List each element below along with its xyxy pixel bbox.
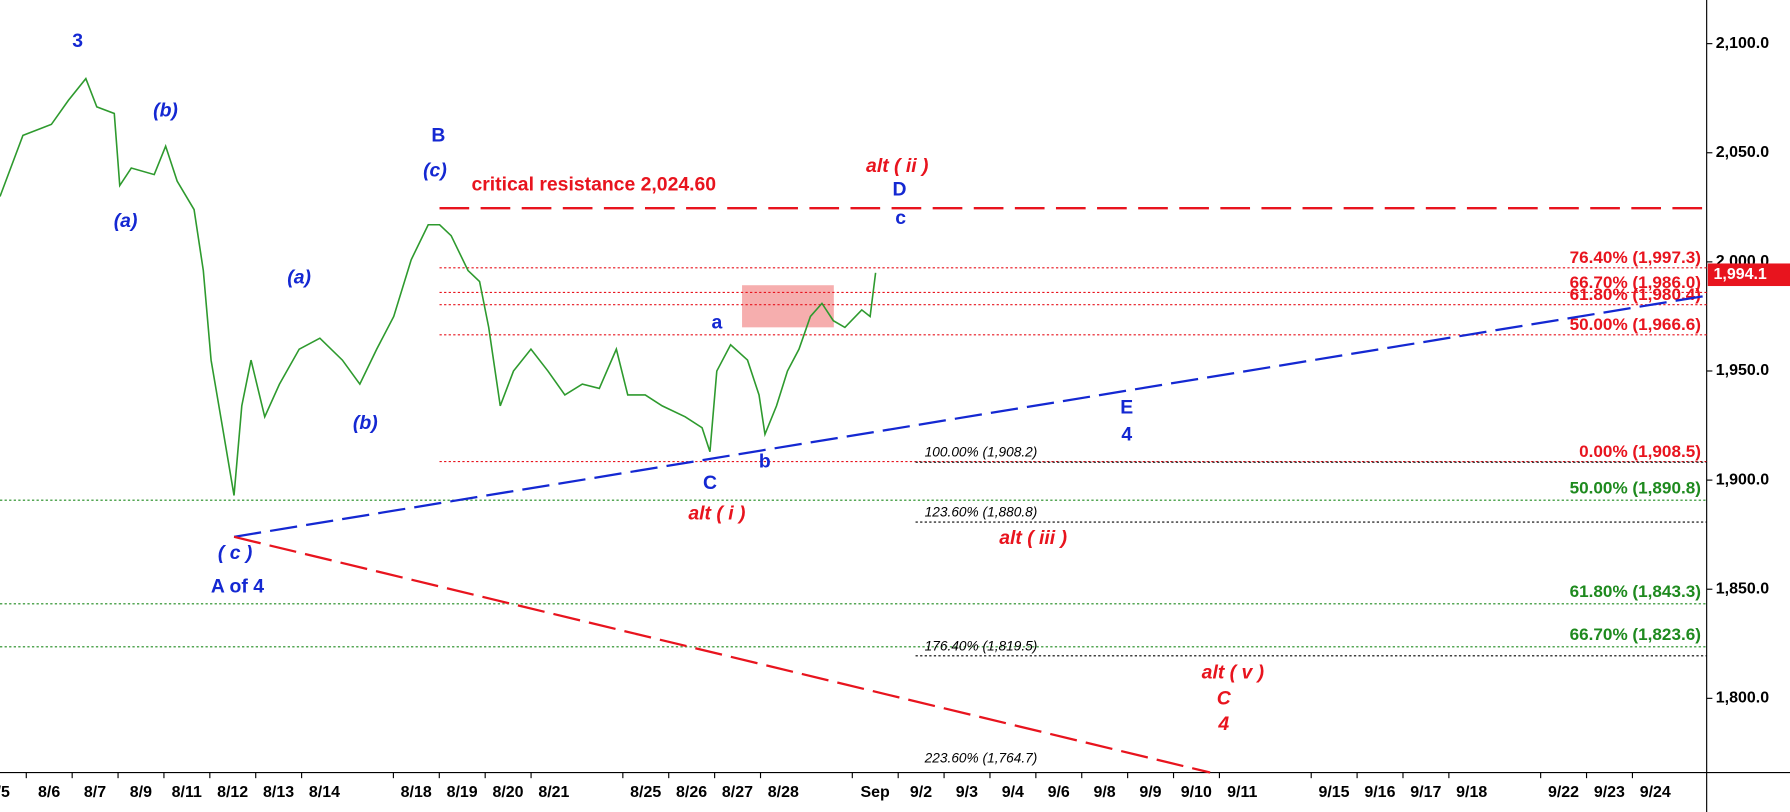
wave-label: A of 4 <box>211 577 264 598</box>
x-tick-label: 9/16 <box>1364 784 1395 801</box>
x-tick-label: 9/2 <box>910 784 932 801</box>
x-tick-label: 8/27 <box>722 784 753 801</box>
x-tick-label: 8/9 <box>130 784 152 801</box>
x-tick-label: 8/25 <box>630 784 661 801</box>
x-tick-label: 8/28 <box>768 784 799 801</box>
y-tick-label: 1,850.0 <box>1716 580 1769 597</box>
wave-label: (a) <box>287 268 311 289</box>
x-tick-label: 8/14 <box>309 784 340 801</box>
y-tick-label: 2,100.0 <box>1716 35 1769 52</box>
fib-label: 66.70% (1,986.0) <box>1570 273 1701 292</box>
last-price-tag <box>1707 263 1790 287</box>
wave-label: 3 <box>72 31 83 52</box>
fib-label: 61.80% (1,980.4) <box>1570 285 1701 304</box>
wave-label: a <box>712 313 723 334</box>
x-tick-label: Sep <box>860 784 890 801</box>
fib-label: 66.70% (1,823.6) <box>1570 625 1701 644</box>
wave-label: alt ( iii ) <box>999 528 1067 549</box>
wave-labels: 3 (b) (a) (a) (b) B (c) alt ( ii ) D c a… <box>72 31 1264 735</box>
wave-label: (c) <box>423 161 447 182</box>
x-tick-label: 9/24 <box>1640 784 1671 801</box>
wave-label: E <box>1120 397 1133 418</box>
x-tick-label: 8/13 <box>263 784 294 801</box>
y-tick-label: 1,950.0 <box>1716 362 1769 379</box>
wave-label: b <box>759 452 771 473</box>
x-tick-label: 8/26 <box>676 784 707 801</box>
x-tick-label: 8/7 <box>84 784 106 801</box>
fib-label: 50.00% (1,890.8) <box>1570 478 1701 497</box>
last-price-label: 1,994.1 <box>1714 266 1767 283</box>
wave-label: 4 <box>1217 714 1229 735</box>
wave-label: alt ( i ) <box>688 503 745 524</box>
fib-label: 100.00% (1,908.2) <box>925 445 1038 460</box>
trendline <box>233 535 1211 774</box>
x-tick-label: 9/8 <box>1093 784 1115 801</box>
x-tick-label: 8/18 <box>401 784 432 801</box>
y-tick-label: 1,800.0 <box>1716 690 1769 707</box>
trendline <box>233 294 1707 538</box>
x-tick-label: 9/22 <box>1548 784 1579 801</box>
x-tick-label: 9/11 <box>1227 784 1257 801</box>
x-tick-label: 8/12 <box>217 784 248 801</box>
x-tick-label: 9/9 <box>1139 784 1161 801</box>
y-tick-label: 2,050.0 <box>1716 144 1769 161</box>
x-tick-label: 8/6 <box>38 784 60 801</box>
fib-label: 76.40% (1,997.3) <box>1570 248 1701 267</box>
wave-label: C <box>1217 688 1232 709</box>
fib-label: 50.00% (1,966.6) <box>1570 315 1701 334</box>
x-tick-label: 8/19 <box>447 784 478 801</box>
y-tick-label: 1,900.0 <box>1716 471 1769 488</box>
wave-label: ( c ) <box>218 543 252 564</box>
wave-label: (b) <box>353 413 378 434</box>
wave-label: alt ( v ) <box>1202 662 1264 683</box>
x-tick-label: 9/3 <box>956 784 978 801</box>
x-tick-label: 9/6 <box>1048 784 1070 801</box>
x-tick-label: /5 <box>0 784 10 801</box>
x-tick-label: 9/17 <box>1410 784 1441 801</box>
wave-label: c <box>895 208 906 229</box>
x-tick-label: 9/23 <box>1594 784 1625 801</box>
fib-label: 123.60% (1,880.8) <box>925 505 1038 520</box>
x-tick-label: 9/10 <box>1181 784 1212 801</box>
wave-label: (b) <box>153 101 178 122</box>
x-tick-label: 9/15 <box>1318 784 1349 801</box>
fib-label: 223.60% (1,764.7) <box>924 751 1038 766</box>
fib-label: 176.40% (1,819.5) <box>925 638 1038 653</box>
x-tick-label: 8/11 <box>172 784 202 801</box>
fib-label: 61.80% (1,843.3) <box>1570 582 1701 601</box>
wave-label: alt ( ii ) <box>866 156 928 177</box>
x-tick-label: 8/20 <box>492 784 523 801</box>
wave-label: (a) <box>114 211 138 232</box>
x-tick-label: 9/18 <box>1456 784 1487 801</box>
wave-label: B <box>431 126 445 147</box>
x-tick-label: 9/4 <box>1002 784 1024 801</box>
resistance-label: critical resistance 2,024.60 <box>471 175 716 196</box>
price-line <box>0 77 877 496</box>
wave-label: 4 <box>1121 424 1132 445</box>
wave-label: C <box>703 473 717 494</box>
x-tick-label: 8/21 <box>538 784 569 801</box>
wave-label: D <box>893 180 907 201</box>
fib-label: 0.00% (1,908.5) <box>1579 442 1701 461</box>
